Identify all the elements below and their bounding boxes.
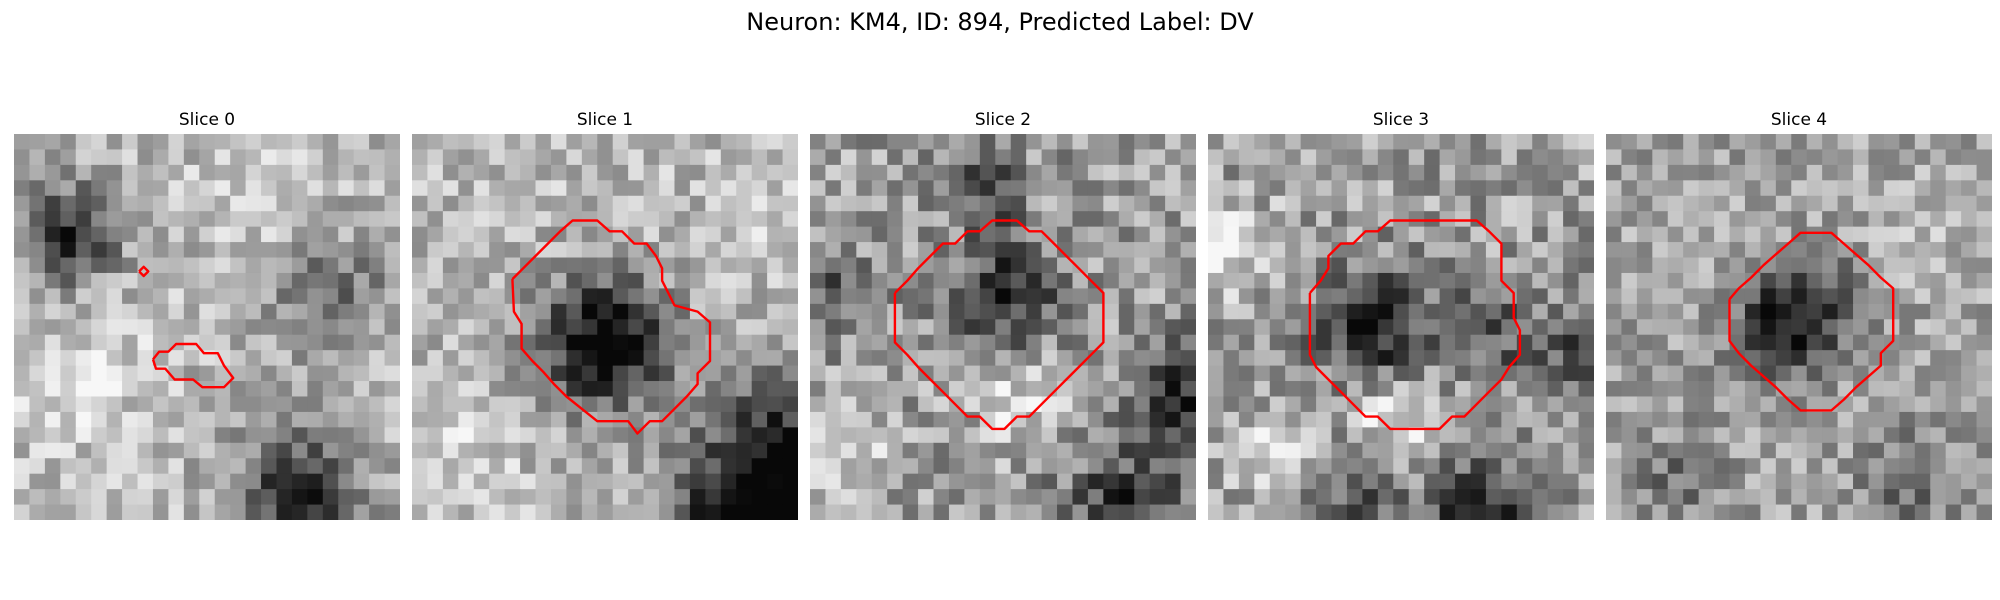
figure-title: Neuron: KM4, ID: 894, Predicted Label: D… bbox=[746, 8, 1254, 36]
slice-image bbox=[412, 134, 798, 520]
slice-panel-2: Slice 2 bbox=[810, 108, 1196, 528]
slice-image-svg bbox=[412, 134, 798, 520]
roi-contour bbox=[151, 342, 235, 389]
slice-panel-4: Slice 4 bbox=[1606, 108, 1992, 528]
slice-panel-3: Slice 3 bbox=[1208, 108, 1594, 528]
slice-title: Slice 3 bbox=[1372, 110, 1430, 130]
slice-image bbox=[1606, 134, 1992, 520]
roi-contour bbox=[138, 265, 150, 278]
roi-contour bbox=[1728, 231, 1895, 412]
slice-image bbox=[810, 134, 1196, 520]
slice-image bbox=[14, 134, 400, 520]
roi-contour bbox=[511, 219, 712, 435]
slice-panel-0: Slice 0 bbox=[14, 108, 400, 528]
slice-panel-1: Slice 1 bbox=[412, 108, 798, 528]
slice-image bbox=[1208, 134, 1594, 520]
slice-title: Slice 4 bbox=[1770, 110, 1828, 130]
slice-image-svg bbox=[810, 134, 1196, 520]
slice-image-svg bbox=[1208, 134, 1594, 520]
roi-contour bbox=[893, 219, 1105, 431]
slice-title: Slice 0 bbox=[178, 110, 236, 130]
slice-title: Slice 1 bbox=[576, 110, 634, 130]
slice-image-svg bbox=[14, 134, 400, 520]
slice-image-svg bbox=[1606, 134, 1992, 520]
slice-title: Slice 2 bbox=[974, 110, 1032, 130]
roi-contour bbox=[1308, 219, 1522, 431]
